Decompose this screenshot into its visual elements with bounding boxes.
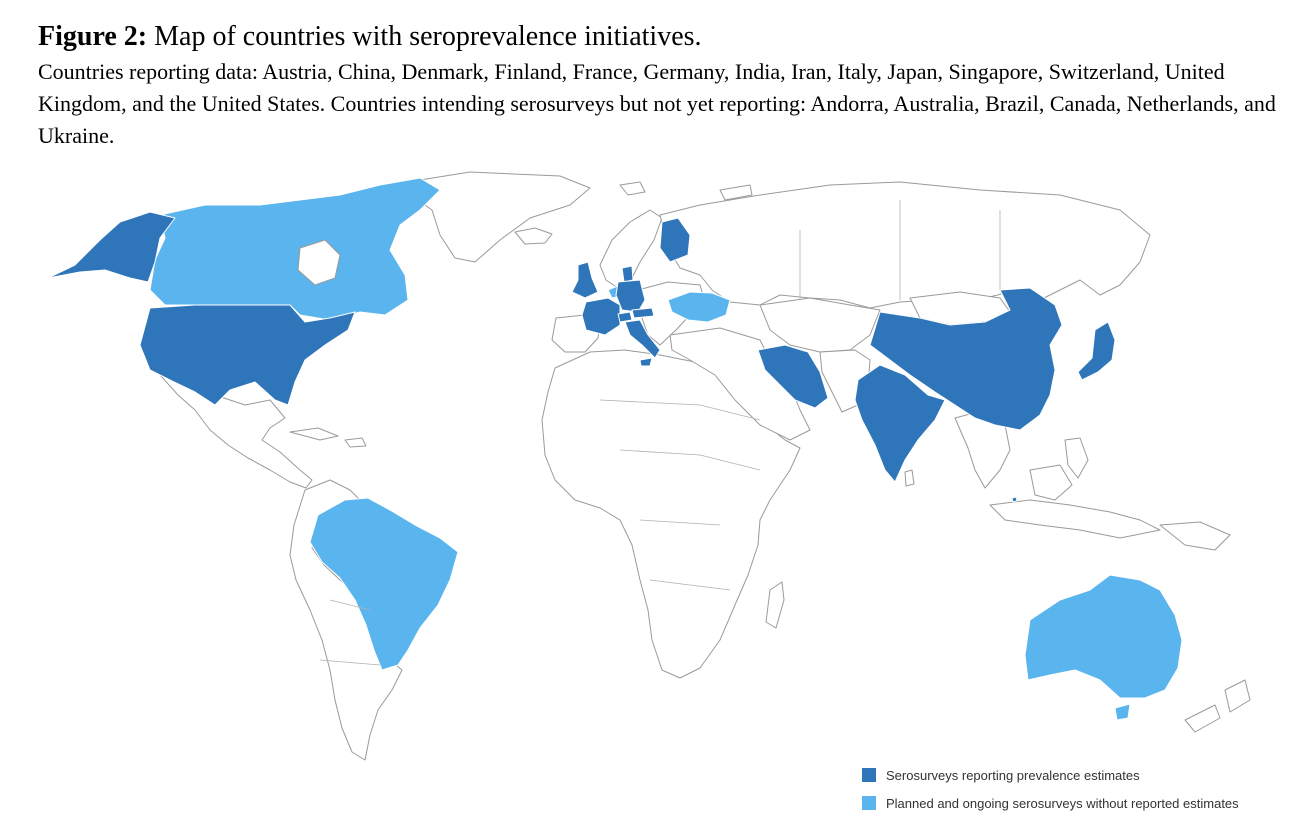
- country-ukraine: [667, 291, 731, 323]
- country-brazil: [309, 497, 459, 671]
- borneo: [1029, 464, 1073, 501]
- country-germany: [615, 279, 646, 313]
- country-japan: [1077, 321, 1116, 381]
- world-map: [47, 171, 1251, 761]
- legend-swatch-planned: [862, 796, 876, 810]
- hispaniola: [344, 437, 367, 448]
- legend-label-reporting: Serosurveys reporting prevalence estimat…: [886, 767, 1140, 783]
- country-italy: [624, 319, 661, 359]
- legend-item-planned: Planned and ongoing serosurveys without …: [862, 792, 1239, 814]
- legend-item-reporting: Serosurveys reporting prevalence estimat…: [862, 764, 1239, 786]
- central-asia: [759, 297, 881, 353]
- country-united-kingdom: [571, 261, 599, 299]
- new-zealand-south: [1184, 704, 1221, 733]
- turkey-middle-east: [669, 327, 811, 441]
- novaya-zemlya: [719, 184, 753, 201]
- country-united-states: [139, 304, 356, 406]
- new-zealand: [1224, 679, 1251, 713]
- country-australia-tasmania: [1114, 703, 1131, 721]
- madagascar: [765, 581, 785, 629]
- country-australia: [1024, 574, 1183, 699]
- country-china: [869, 287, 1063, 431]
- figure-title-text: Map of countries with seroprevalence ini…: [147, 21, 702, 52]
- planned-countries: [149, 177, 1183, 721]
- country-italy-sicily: [639, 357, 653, 367]
- country-finland: [659, 217, 691, 263]
- hudson-bay: [297, 239, 341, 286]
- russia: [659, 181, 1151, 309]
- legend-label-planned: Planned and ongoing serosurveys without …: [886, 795, 1239, 811]
- indonesia: [989, 499, 1161, 539]
- country-united-states-alaska: [47, 211, 176, 283]
- map-legend: Serosurveys reporting prevalence estimat…: [862, 764, 1239, 820]
- sri-lanka: [904, 469, 915, 487]
- figure-label: Figure 2:: [38, 21, 148, 52]
- scandinavia: [599, 209, 663, 289]
- philippines: [1064, 437, 1089, 479]
- iceland: [514, 227, 553, 245]
- country-switzerland: [617, 311, 633, 323]
- country-iran: [757, 344, 829, 409]
- country-france: [581, 297, 621, 336]
- svalbard: [619, 181, 646, 196]
- mexico-central-america: [159, 374, 313, 489]
- country-canada: [149, 177, 441, 321]
- figure-description: Countries reporting data: Austria, China…: [38, 59, 1276, 148]
- legend-swatch-reporting: [862, 768, 876, 782]
- greenland: [414, 171, 591, 263]
- figure-title: Figure 2: Map of countries with seroprev…: [38, 20, 1288, 54]
- country-austria: [631, 307, 655, 319]
- figure-caption: Figure 2: Map of countries with seroprev…: [38, 20, 1288, 152]
- reporting-countries: [47, 211, 1116, 503]
- country-singapore: [1011, 496, 1018, 503]
- country-india: [854, 364, 946, 483]
- cuba: [289, 427, 339, 441]
- country-denmark: [621, 265, 634, 283]
- internal-borders: [319, 200, 1001, 666]
- papua-new-guinea: [1159, 521, 1231, 551]
